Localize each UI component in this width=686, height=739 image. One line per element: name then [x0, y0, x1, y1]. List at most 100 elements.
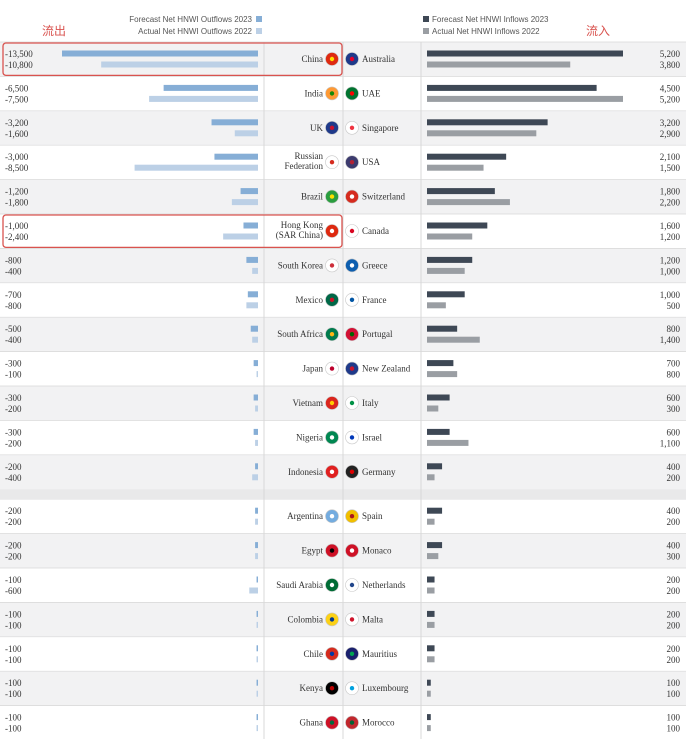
- inflow-bar-2022: [427, 130, 537, 137]
- legend-inflow-actual-label: Actual Net HNWI Inflows 2022: [432, 27, 540, 36]
- flag-emblem: [329, 469, 335, 474]
- inflow-value-2022: 200: [667, 517, 681, 527]
- inflow-country-label: France: [362, 295, 387, 305]
- flag-emblem: [349, 91, 355, 96]
- inflow-flag-mc-icon: [345, 543, 359, 558]
- outflow-flag-vn-icon: [325, 396, 339, 410]
- outflow-value-2022: -100: [5, 655, 22, 665]
- outflow-value-2023: -700: [5, 290, 22, 300]
- outflow-bar-2023: [163, 84, 258, 91]
- inflow-flag-it-icon: [345, 396, 359, 410]
- flag-emblem: [349, 366, 355, 371]
- outflow-bar-2022: [101, 61, 258, 68]
- inflow-flag-nz-icon: [345, 361, 359, 376]
- outflow-flag-id-icon: [325, 464, 339, 479]
- outflow-country-label: Colombia: [288, 614, 324, 624]
- outflow-bar-2023: [246, 256, 258, 263]
- outflow-value-2023: -100: [5, 609, 22, 619]
- outflow-value-2023: -100: [5, 575, 22, 585]
- outflow-value-2022: -7,500: [5, 94, 29, 104]
- inflow-value-2022: 5,200: [660, 94, 681, 104]
- outflow-value-2022: -200: [5, 517, 22, 527]
- inflow-bar-2022: [427, 405, 439, 412]
- inflow-value-2023: 700: [667, 359, 681, 369]
- outflow-flag-ng-icon: [325, 430, 339, 445]
- outflow-country-label: Federation: [285, 161, 324, 171]
- outflow-bar-2023: [253, 360, 258, 367]
- flag-emblem: [349, 194, 355, 199]
- outflow-country-label: Egypt: [302, 546, 324, 556]
- inflow-value-2023: 400: [667, 506, 681, 516]
- outflow-flag-mx-icon: [325, 292, 339, 307]
- outflow-bar-2023: [255, 507, 258, 514]
- outflow-bar-2022: [256, 725, 258, 732]
- inflow-bar-2023: [427, 507, 443, 514]
- inflow-value-2022: 3,800: [660, 60, 681, 70]
- inflow-bar-2022: [427, 164, 484, 171]
- outflow-bar-2022: [231, 199, 258, 206]
- inflow-value-2023: 1,000: [660, 290, 681, 300]
- inflow-bar-2022: [427, 267, 465, 274]
- inflow-bar-2023: [427, 291, 465, 298]
- flag-emblem: [329, 686, 335, 691]
- outflow-value-2023: -500: [5, 324, 22, 334]
- outflow-value-2022: -100: [5, 620, 22, 630]
- inflow-bar-2022: [427, 199, 510, 206]
- outflow-value-2023: -200: [5, 462, 22, 472]
- outflow-country-label: Ghana: [300, 718, 324, 728]
- highlight-box: [2, 42, 343, 77]
- inflow-country-label: Singapore: [362, 123, 399, 133]
- inflow-country-label: Morocco: [362, 718, 395, 728]
- outflow-value-2022: -100: [5, 724, 22, 734]
- flag-emblem: [349, 582, 355, 588]
- inflow-flag-ca-icon: [345, 224, 359, 238]
- outflow-flag-sa-icon: [325, 578, 339, 592]
- outflow-country-label: South Africa: [277, 329, 323, 339]
- outflow-bar-2022: [134, 164, 258, 171]
- outflow-country-label: India: [305, 88, 324, 98]
- inflow-value-2022: 300: [667, 552, 681, 562]
- outflow-bar-2022: [252, 267, 258, 274]
- outflow-value-2022: -200: [5, 552, 22, 562]
- inflow-flag-us-icon: [345, 155, 359, 169]
- outflow-bar-2023: [256, 714, 258, 721]
- inflow-value-2023: 1,800: [660, 187, 681, 197]
- outflow-bar-2023: [256, 679, 258, 686]
- flag-emblem: [349, 548, 355, 553]
- inflow-annotation: 流入: [586, 24, 610, 38]
- inflow-value-2023: 200: [667, 575, 681, 585]
- outflow-bar-2022: [252, 474, 258, 481]
- outflow-country-label: Kenya: [300, 683, 324, 693]
- inflow-bar-2023: [427, 679, 431, 686]
- legend-inflow-actual-swatch: [423, 28, 429, 34]
- outflow-value-2022: -200: [5, 438, 22, 448]
- outflow-value-2022: -400: [5, 266, 22, 276]
- outflow-flag-za-icon: [325, 327, 339, 342]
- outflow-value-2023: -3,000: [5, 152, 29, 162]
- flag-emblem: [329, 228, 335, 234]
- outflow-bar-2023: [256, 645, 258, 652]
- outflow-bar-2022: [255, 439, 258, 446]
- outflow-flag-jp-icon: [325, 361, 339, 376]
- outflow-value-2023: -13,500: [5, 49, 33, 59]
- flag-emblem: [349, 686, 355, 691]
- inflow-flag-lu-icon: [345, 681, 359, 696]
- outflow-value-2023: -6,500: [5, 83, 29, 93]
- inflow-country-label: Canada: [362, 226, 389, 236]
- inflow-bar-2023: [427, 576, 435, 583]
- outflow-bar-2022: [255, 553, 258, 560]
- inflow-flag-il-icon: [345, 430, 359, 445]
- inflow-bar-2023: [427, 119, 548, 126]
- inflow-value-2023: 4,500: [660, 83, 681, 93]
- inflow-value-2023: 200: [667, 644, 681, 654]
- outflow-value-2023: -100: [5, 644, 22, 654]
- flag-emblem: [329, 297, 335, 302]
- chart-dividers: [263, 42, 422, 739]
- outflow-bar-2023: [255, 463, 258, 470]
- flag-emblem: [349, 160, 355, 165]
- inflow-value-2023: 800: [667, 324, 681, 334]
- outflow-country-label: Japan: [303, 364, 324, 374]
- inflow-bar-2023: [427, 394, 450, 401]
- legend-outflow-actual-swatch: [256, 28, 262, 34]
- flag-emblem: [349, 125, 355, 130]
